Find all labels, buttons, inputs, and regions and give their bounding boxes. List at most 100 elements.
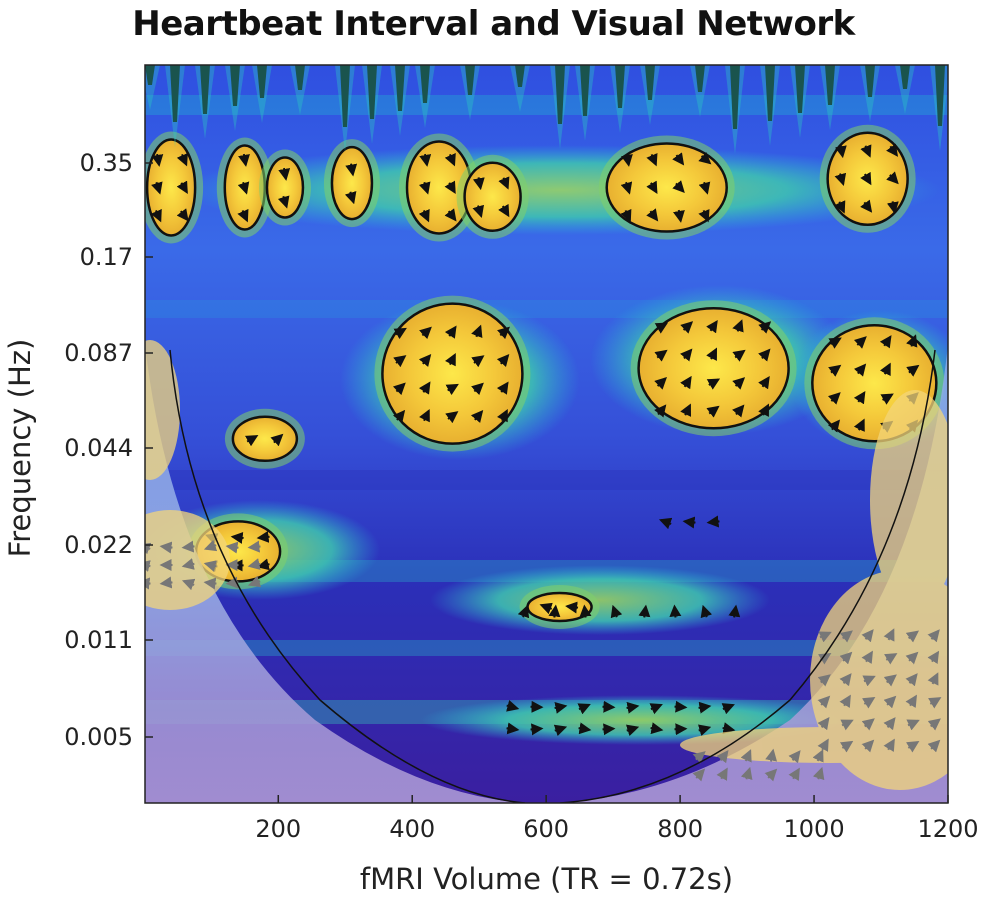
phase-arrow <box>565 601 579 614</box>
phase-arrow <box>625 724 640 737</box>
spike-halo <box>145 65 160 110</box>
y-tick-label: 0.35 <box>80 149 133 177</box>
phase-arrow <box>238 153 250 167</box>
phase-arrow <box>498 203 510 218</box>
phase-arrow <box>470 409 484 423</box>
spike-region <box>145 65 155 85</box>
spike-halo <box>790 65 810 138</box>
significant-region <box>526 591 593 623</box>
phase-arrow <box>716 767 728 781</box>
spike-halo <box>930 65 948 151</box>
phase-arrow <box>506 700 520 712</box>
phase-arrow <box>698 724 712 737</box>
phase-arrow <box>928 697 942 709</box>
phase-arrow <box>620 208 632 223</box>
significant-region <box>330 145 374 221</box>
phase-arrows <box>150 143 920 737</box>
spike-halo <box>390 65 410 136</box>
phase-arrow <box>247 540 261 553</box>
phase-arrow <box>553 724 568 737</box>
spike-halo <box>362 65 382 144</box>
phase-arrow <box>472 204 485 218</box>
phase-arrow <box>256 530 270 543</box>
top-spike-regions <box>145 65 948 154</box>
spike-region <box>515 65 525 87</box>
phase-arrow <box>740 749 752 763</box>
phase-arrow <box>471 355 485 368</box>
phase-arrow <box>905 630 919 643</box>
spike-halo <box>510 65 530 112</box>
phase-arrow <box>861 629 874 643</box>
spike-region <box>230 65 240 106</box>
phase-arrow <box>818 631 832 643</box>
y-tick-label: 0.17 <box>80 243 133 271</box>
phase-arrow <box>602 700 616 713</box>
x-tick-label: 1200 <box>917 815 978 843</box>
phase-arrow <box>344 191 357 205</box>
phase-arrow <box>444 208 457 222</box>
phase-arrow <box>673 209 685 223</box>
spike-region <box>825 65 835 105</box>
phase-arrow <box>927 718 941 731</box>
spike-region <box>935 65 945 126</box>
phase-arrow <box>393 355 407 368</box>
spike-region <box>395 65 405 111</box>
x-axis-label: fMRI Volume (TR = 0.72s) <box>359 862 734 896</box>
spike-region <box>420 65 430 103</box>
spike-halo <box>165 65 185 147</box>
phase-arrow <box>883 674 897 687</box>
y-tick-label: 0.022 <box>64 531 133 559</box>
phase-arrow <box>445 411 459 424</box>
phase-arrow <box>728 604 741 618</box>
spike-region <box>765 65 775 121</box>
phase-arrow <box>827 392 841 405</box>
phase-arrow <box>610 604 623 619</box>
phase-arrow <box>732 377 746 390</box>
y-tick-label: 0.044 <box>64 434 133 462</box>
phase-arrow <box>530 723 544 736</box>
phase-arrow <box>471 324 483 339</box>
phase-arrow <box>812 749 824 763</box>
phase-arrow <box>817 738 829 752</box>
phase-arrow <box>927 739 941 753</box>
phase-arrow <box>853 391 866 405</box>
phase-arrow <box>758 321 772 334</box>
spike-halo <box>860 65 880 122</box>
phase-arrow <box>654 404 667 418</box>
x-tick-label: 200 <box>255 815 301 843</box>
phase-arrow <box>853 336 867 349</box>
phase-arrow <box>732 349 746 362</box>
phase-arrow <box>817 717 830 731</box>
phase-arrow <box>883 695 897 709</box>
phase-arrow <box>706 319 718 334</box>
phase-arrow <box>905 673 918 687</box>
phase-arrow <box>860 199 873 213</box>
phase-arrow <box>765 748 778 762</box>
phase-arrow <box>646 180 658 194</box>
phase-arrow <box>392 382 406 396</box>
significant-region <box>231 415 299 463</box>
spike-halo <box>460 65 480 120</box>
phase-arrow <box>579 604 592 618</box>
phase-arrow <box>732 319 744 333</box>
phase-arrow <box>176 152 188 167</box>
phase-arrow <box>698 208 710 223</box>
phase-arrow <box>181 558 195 570</box>
spike-halo <box>760 65 780 146</box>
phase-arrow <box>646 152 658 167</box>
phase-arrow <box>839 740 854 753</box>
phase-arrow <box>506 722 520 735</box>
phase-arrow <box>159 541 173 554</box>
spike-region <box>865 65 875 97</box>
phase-arrow <box>151 181 163 195</box>
phase-arrow <box>758 348 771 362</box>
spike-region <box>257 65 267 98</box>
spike-halo <box>225 65 245 131</box>
phase-arrow <box>834 145 847 159</box>
phase-arrow <box>650 722 664 735</box>
spike-halo <box>335 65 355 152</box>
phase-arrow <box>721 703 735 715</box>
phase-arrow <box>862 697 876 709</box>
phase-arrow <box>906 334 918 348</box>
phase-arrow <box>444 325 457 339</box>
